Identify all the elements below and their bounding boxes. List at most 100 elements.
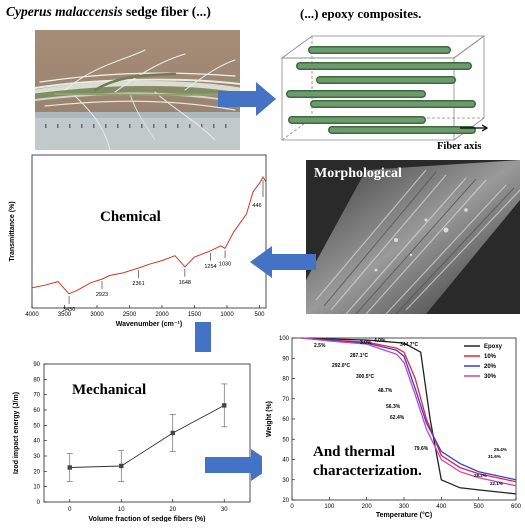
ftir-x-axis-label: Wavenumber (cm⁻¹) xyxy=(116,321,182,328)
thermal-label: And thermal characterization. xyxy=(313,443,422,481)
impact-y-tick-label: 0 xyxy=(37,500,41,506)
ftir-x-tick-label: 2000 xyxy=(155,312,169,318)
sem-image xyxy=(306,160,520,314)
tga-annotation: 3.0% xyxy=(360,340,372,346)
ftir-annotation-label: 2923 xyxy=(96,292,108,298)
impact-y-tick-label: 10 xyxy=(33,485,40,491)
impact-y-tick-label: 30 xyxy=(33,454,40,460)
ftir-annotation-label: 1254 xyxy=(204,264,216,270)
thermal-label-line1: And thermal xyxy=(313,444,396,460)
tga-annotation: 287.1°C xyxy=(350,353,369,359)
tga-annotation: 344.7°C xyxy=(400,342,419,348)
ftir-x-tick-label: 3500 xyxy=(58,312,72,318)
composite-box-svg xyxy=(280,35,486,141)
impact-point xyxy=(222,403,227,408)
impact-x-tick-label: 20 xyxy=(169,507,176,513)
ftir-annotation-label: 1030 xyxy=(219,261,231,267)
tga-y-tick-label: 50 xyxy=(282,437,289,443)
tga-annotation: 48.7% xyxy=(378,388,393,394)
mechanical-label: Mechanical xyxy=(72,382,147,398)
ftir-frame xyxy=(31,154,267,309)
impact-y-tick-label: 20 xyxy=(33,469,40,475)
impact-point xyxy=(170,430,175,436)
tga-frame xyxy=(291,337,517,501)
tga-y-tick-label: 40 xyxy=(282,458,289,464)
tga-annotation: 22.1% xyxy=(490,481,503,486)
tga-x-tick-label: 100 xyxy=(324,504,335,510)
ftir-x-tick-label: 1000 xyxy=(220,312,234,318)
tga-series-line xyxy=(301,337,517,483)
tga-y-tick-label: 80 xyxy=(282,377,289,383)
tga-annotation: 25.4% xyxy=(494,447,507,452)
impact-x-tick-label: 0 xyxy=(68,507,72,513)
ftir-annotation-label: 3430 xyxy=(63,307,75,313)
ftir-line xyxy=(31,176,267,295)
tga-x-axis-label: Temperature (°C) xyxy=(376,511,432,519)
fiber-axis-arrow xyxy=(460,124,489,132)
tga-y-tick-label: 60 xyxy=(282,417,289,423)
tga-series-line xyxy=(301,337,517,481)
tga-x-tick-label: 400 xyxy=(436,504,447,510)
tga-annotation: 300.5°C xyxy=(356,374,375,380)
impact-x-tick-label: 10 xyxy=(118,507,125,513)
tga-x-tick-label: 200 xyxy=(362,504,373,510)
tga-y-tick-label: 100 xyxy=(279,336,290,342)
tga-legend-label: 10% xyxy=(484,354,497,360)
impact-frame xyxy=(43,363,251,503)
impact-y-tick-label: 60 xyxy=(33,408,40,414)
tga-x-tick-label: 0 xyxy=(290,504,294,510)
morphological-label: Morphological xyxy=(314,166,402,181)
tga-annotation: 31.6% xyxy=(488,454,501,459)
ftir-x-tick-label: 2500 xyxy=(123,312,137,318)
ftir-plot: 4000 3500 3000 2500 2000 1500 1000 500 Wavenumbe… xyxy=(9,154,267,328)
impact-point xyxy=(119,463,124,469)
impact-chart: 0 10 20 30 40 50 60 70 80 90 0 10 20 30 Volume fractio… xyxy=(4,352,256,523)
tga-y-axis-label: Weight (%) xyxy=(266,401,273,437)
composite-diagram xyxy=(272,28,492,160)
ftir-annotation-label: 1648 xyxy=(179,280,191,286)
composite-title: (...) epoxy composites. xyxy=(300,6,422,21)
arrow-left-1 xyxy=(250,246,316,278)
fiber-axis-label: Fiber axis xyxy=(437,141,482,152)
tga-annotation: 4.0% xyxy=(374,338,386,344)
arrow-right-2 xyxy=(205,449,275,481)
tga-y-tick-label: 20 xyxy=(282,498,289,504)
impact-x-axis-label: Volume fraction of sedge fibers (%) xyxy=(89,516,206,522)
impact-y-tick-label: 70 xyxy=(33,393,40,399)
chemical-label: Chemical xyxy=(100,209,161,225)
tga-annotation: 62.4% xyxy=(390,415,405,421)
tga-y-tick-label: 30 xyxy=(282,478,289,484)
impact-y-tick-label: 40 xyxy=(33,439,40,445)
impact-y-axis-label: Izod impact energy (J/m) xyxy=(13,392,20,474)
impact-y-tick-label: 90 xyxy=(33,362,40,368)
fiber-title: Cyperus malaccensis sedge fiber (...) xyxy=(6,4,211,20)
impact-point xyxy=(67,465,72,470)
tga-chart: 20 30 40 50 60 70 80 90 100 0 100 200 300 400 500 600 Ep… xyxy=(262,330,524,524)
tga-legend-label: 20% xyxy=(484,364,497,370)
ftir-chart: 4000 3500 3000 2500 2000 1500 1000 500 Wavenumbe… xyxy=(4,150,272,330)
impact-y-tick-label: 80 xyxy=(33,377,40,383)
tga-annotation: 79.6% xyxy=(414,446,429,452)
tga-annotation: 28.2% xyxy=(474,473,487,478)
impact-plot: 0 10 20 30 40 50 60 70 80 90 0 10 20 30 Volume fractio… xyxy=(13,362,251,523)
arrow-right-1 xyxy=(218,82,276,116)
ftir-x-tick-label: 1500 xyxy=(188,312,202,318)
tga-annotation: 2.5% xyxy=(314,343,326,349)
tga-annotation: 56.3% xyxy=(386,404,401,410)
ftir-annotation-label: 2361 xyxy=(132,281,144,287)
ftir-x-tick-label: 3000 xyxy=(90,312,104,318)
tga-legend-label: 30% xyxy=(484,374,497,380)
ftir-annotation-label: 446 xyxy=(252,203,261,209)
ftir-x-tick-label: 500 xyxy=(254,312,265,318)
impact-line xyxy=(69,405,225,468)
tga-y-tick-label: 90 xyxy=(282,356,289,362)
ftir-y-axis-label: Transmittance (%) xyxy=(9,201,16,261)
fiber-title-species: Cyperus malaccensis xyxy=(6,4,123,19)
sem-image-svg xyxy=(306,160,520,314)
thermal-label-line2: characterization. xyxy=(313,463,422,479)
tga-y-tick-label: 70 xyxy=(282,397,289,403)
fiber-title-rest: sedge fiber (...) xyxy=(122,4,211,19)
tga-legend-label: Epoxy xyxy=(484,344,503,350)
tga-x-tick-label: 600 xyxy=(511,504,522,510)
tga-x-tick-label: 300 xyxy=(399,504,410,510)
